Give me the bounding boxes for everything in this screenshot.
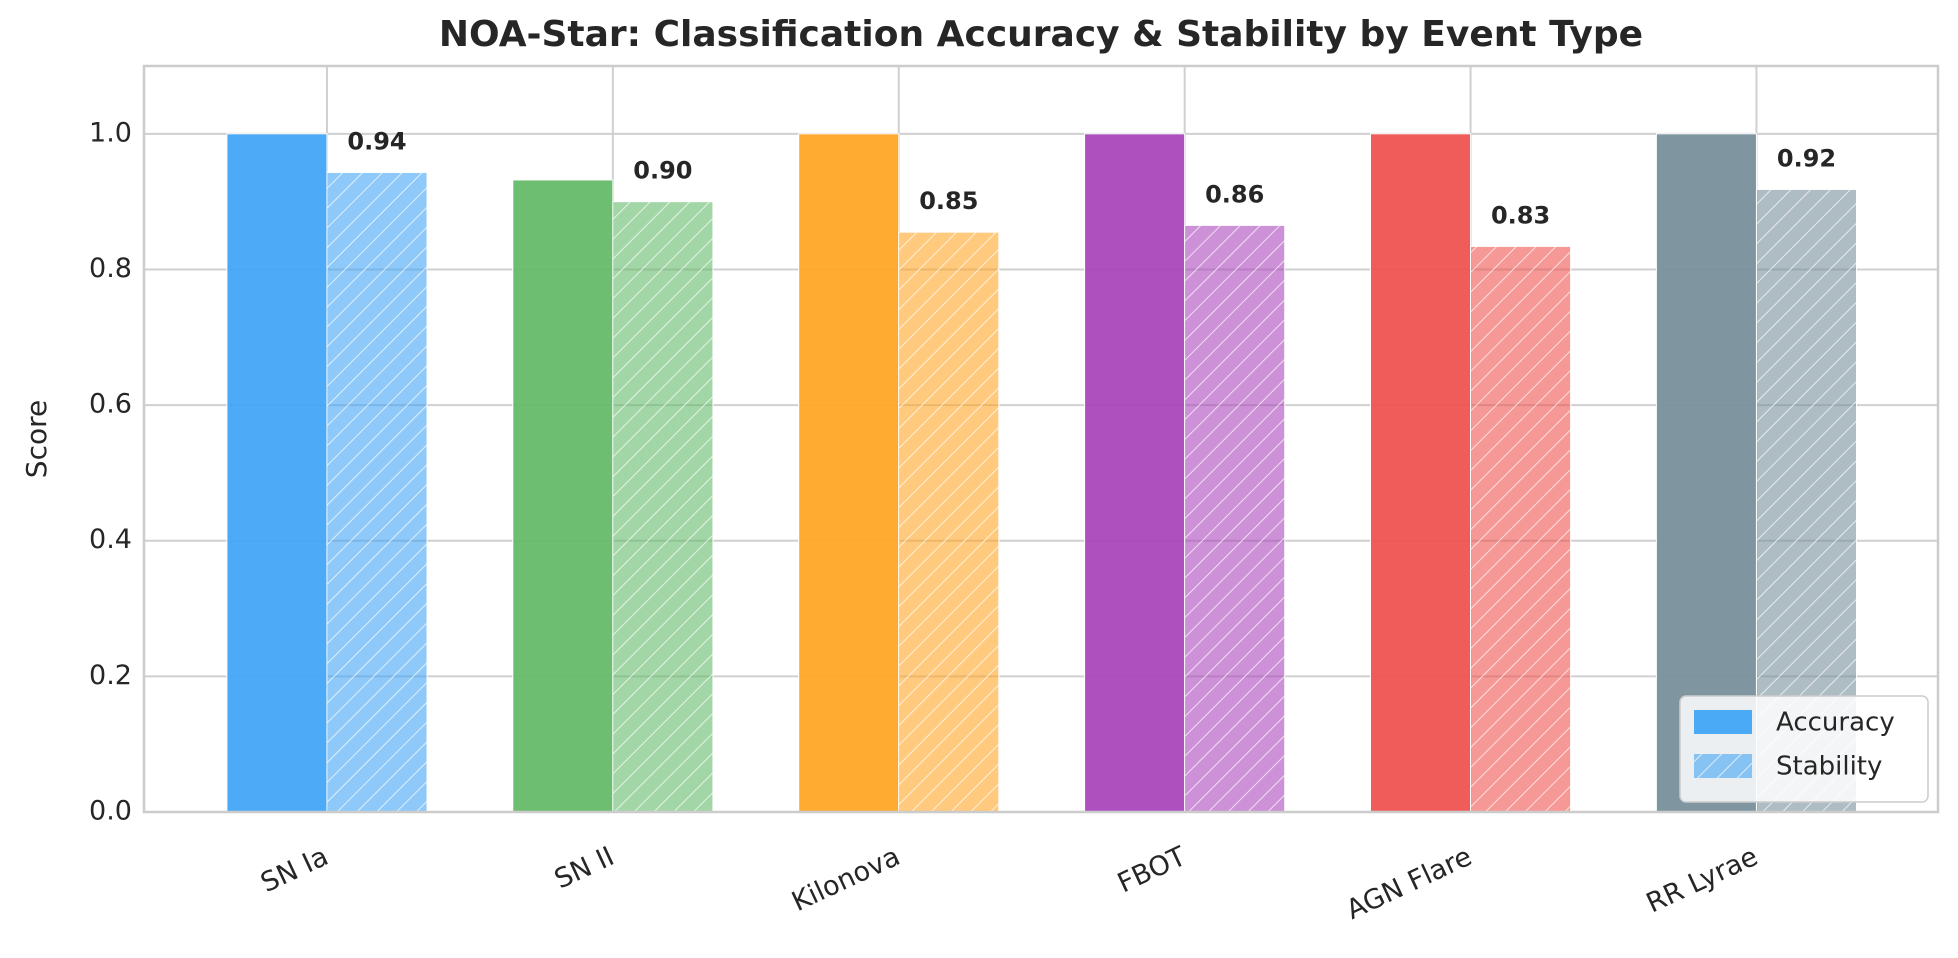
legend: Accuracy Stability — [1679, 695, 1929, 803]
x-tick-label: SN II — [550, 841, 619, 895]
chart-title: NOA-Star: Classification Accuracy & Stab… — [439, 14, 1643, 55]
bar — [798, 133, 900, 813]
value-label: 0.85 — [919, 187, 978, 215]
value-label: 0.90 — [633, 157, 692, 185]
y-tick-label: 0.0 — [89, 796, 132, 827]
bar — [1369, 133, 1472, 813]
x-tick-label: FBOT — [1113, 841, 1191, 899]
x-tick-label: Kilonova — [787, 841, 905, 918]
bar-hatch — [612, 201, 713, 813]
plot-frame — [142, 64, 1940, 814]
bar — [512, 179, 614, 813]
bar — [1084, 133, 1186, 813]
value-label: 0.94 — [347, 127, 406, 155]
y-tick-label: 0.6 — [89, 389, 132, 420]
legend-hatch — [1694, 754, 1752, 778]
value-label: 0.86 — [1205, 180, 1264, 208]
y-axis-label: Score — [20, 400, 53, 478]
legend-swatch — [1694, 710, 1752, 734]
x-tick-label: SN Ia — [256, 841, 333, 899]
y-tick-label: 1.0 — [89, 117, 132, 148]
bar — [226, 133, 328, 813]
y-tick-label: 0.8 — [89, 253, 132, 284]
value-label: 0.92 — [1777, 144, 1836, 172]
y-tick-label: 0.2 — [89, 660, 132, 691]
bar-hatch — [898, 232, 999, 812]
value-label: 0.83 — [1491, 201, 1550, 229]
y-tick-label: 0.4 — [89, 524, 132, 555]
bar-hatch — [1184, 225, 1285, 812]
x-tick-label: RR Lyrae — [1642, 841, 1763, 919]
x-tick-label: AGN Flare — [1342, 841, 1477, 926]
bar-hatch — [326, 172, 428, 812]
legend-label: Stability — [1776, 752, 1882, 782]
legend-label: Accuracy — [1776, 708, 1895, 738]
bar-hatch — [1470, 246, 1571, 812]
